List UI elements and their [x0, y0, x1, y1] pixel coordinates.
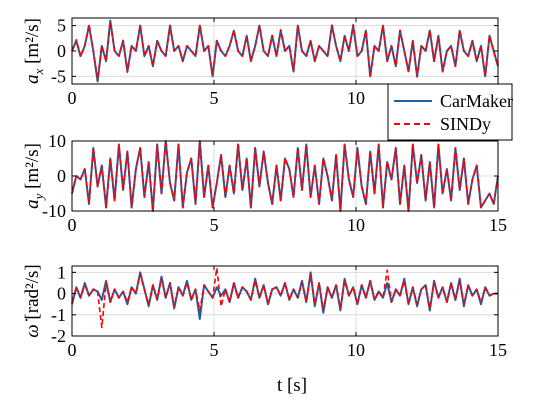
y-tick-label: 0 [57, 284, 66, 304]
series-ay [71, 140, 499, 212]
x-tick-label: 5 [210, 340, 219, 360]
axes-frame-omega [71, 265, 499, 337]
y-tick-label: 0 [57, 41, 66, 61]
y-tick-label: 0 [57, 166, 66, 186]
series-line-sindy [71, 267, 498, 329]
series-ax [71, 19, 499, 83]
x-tick-label: 0 [68, 88, 77, 108]
series-line-carmaker [71, 271, 498, 320]
y-tick-label: -1 [51, 305, 66, 325]
x-tick-label: 10 [347, 88, 365, 108]
y-axis-label-subscript: y [31, 193, 46, 201]
legend-label-sindy: SINDy [440, 114, 491, 134]
grid-omega [71, 266, 499, 337]
y-tick-label: -5 [51, 66, 66, 86]
x-tick-label: 5 [210, 215, 219, 235]
y-axis-label-omega: ω̇ [rad²/s] [22, 264, 43, 337]
x-tick-label: 0 [68, 340, 77, 360]
y-axis-label-ay: ay [m²/s] [22, 143, 46, 209]
y-tick-label: -2 [51, 326, 66, 346]
y-axis-label-unit: [rad²/s] [22, 264, 43, 324]
y-tick-label: 10 [48, 131, 66, 151]
legend-label-carmaker: CarMaker [440, 91, 513, 111]
x-axis-label: t [s] [277, 375, 307, 396]
y-tick-label: 1 [57, 262, 66, 282]
y-axis-label-unit: [m²/s] [22, 18, 43, 69]
y-axis-label-unit: [m²/s] [22, 143, 43, 194]
y-axis-label-ax: ax [m²/s] [22, 18, 46, 84]
series-omega [71, 267, 498, 329]
y-tick-label: 5 [57, 16, 66, 36]
legend: CarMaker SINDy [387, 83, 513, 141]
x-tick-label: 0 [68, 215, 77, 235]
y-axis-label-subscript: x [31, 68, 46, 75]
y-axis-label-symbol: a [22, 199, 43, 209]
x-tick-label: 10 [347, 215, 365, 235]
x-tick-label: 5 [210, 88, 219, 108]
x-tick-label: 10 [347, 340, 365, 360]
legend-box [387, 83, 513, 141]
series-line-sindy [71, 20, 499, 80]
x-tick-label: 15 [489, 340, 507, 360]
x-tick-label: 15 [489, 215, 507, 235]
y-axis-label-symbol: a [22, 74, 43, 84]
y-tick-label: -10 [42, 201, 66, 221]
series-line-sindy [71, 140, 499, 212]
